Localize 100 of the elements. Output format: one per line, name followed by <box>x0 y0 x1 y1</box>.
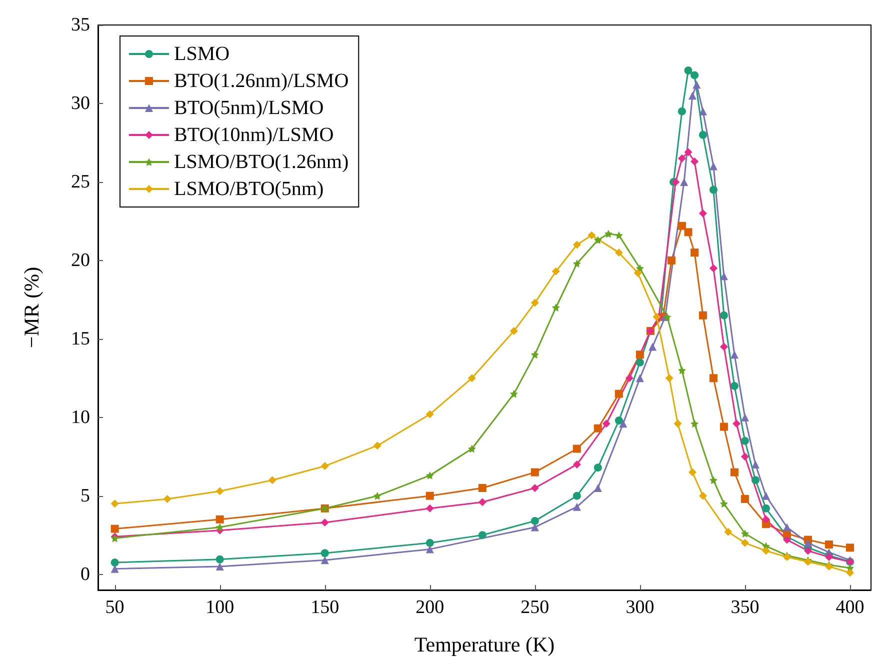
point <box>530 523 539 532</box>
x-tick-label: 400 <box>836 597 864 618</box>
point <box>684 228 692 236</box>
x-tick-label: 250 <box>520 597 550 618</box>
point <box>320 549 329 558</box>
x-tick-label: 50 <box>105 597 124 618</box>
legend-label: LSMO/BTO(5nm) <box>174 178 324 200</box>
point <box>824 540 833 548</box>
point <box>320 556 329 564</box>
point <box>709 264 718 272</box>
point <box>614 231 623 240</box>
point <box>530 484 539 492</box>
point <box>426 545 434 554</box>
point <box>690 248 699 257</box>
point <box>426 410 434 418</box>
point <box>740 452 749 461</box>
point <box>732 420 741 428</box>
point <box>751 476 760 484</box>
y-tick-label: 10 <box>71 406 90 428</box>
point <box>588 231 596 240</box>
point <box>163 494 172 503</box>
point <box>698 107 707 116</box>
point <box>216 562 224 570</box>
point <box>730 468 738 476</box>
point <box>674 420 682 428</box>
legend-label: BTO(1.26nm)/LSMO <box>174 70 349 92</box>
point <box>709 374 718 382</box>
point <box>594 424 602 432</box>
point <box>684 66 692 75</box>
y-axis-title: −MR (%) <box>20 266 44 348</box>
point <box>762 504 770 512</box>
point <box>751 460 760 468</box>
point <box>762 492 770 500</box>
point <box>709 186 718 194</box>
point <box>426 538 434 547</box>
point <box>680 178 688 186</box>
point <box>720 342 728 351</box>
point <box>720 311 728 320</box>
point <box>373 492 382 500</box>
point <box>698 492 707 500</box>
point <box>594 484 602 492</box>
point <box>619 420 628 428</box>
point <box>614 390 623 398</box>
point <box>110 558 119 567</box>
point <box>709 476 718 484</box>
point <box>530 298 539 307</box>
point <box>572 492 581 500</box>
point <box>636 358 644 366</box>
point <box>678 222 686 230</box>
y-tick-label: 20 <box>71 250 90 271</box>
point <box>648 342 657 351</box>
point <box>614 416 623 424</box>
point <box>678 107 686 116</box>
legend-label: LSMO <box>174 43 230 65</box>
point <box>698 311 707 320</box>
point <box>740 413 749 422</box>
point <box>762 546 770 555</box>
point <box>468 374 476 382</box>
point <box>804 538 812 547</box>
point <box>604 230 612 238</box>
point <box>572 260 581 268</box>
point <box>762 515 770 524</box>
point <box>740 436 749 445</box>
point <box>426 492 434 500</box>
point <box>373 442 382 450</box>
point <box>667 256 676 264</box>
point <box>730 350 738 359</box>
legend-label: LSMO/BTO(1.26nm) <box>174 151 349 173</box>
point <box>216 487 224 496</box>
y-tick-label: 0 <box>80 564 90 585</box>
point <box>740 494 749 503</box>
point <box>625 374 634 382</box>
y-tick-label: 35 <box>71 14 90 36</box>
point <box>216 555 224 564</box>
point <box>782 536 791 544</box>
point <box>530 350 539 359</box>
legend-label: BTO(10nm)/LSMO <box>174 124 334 146</box>
point <box>634 268 642 277</box>
point <box>720 272 728 280</box>
point <box>846 568 854 577</box>
y-tick-label: 5 <box>80 485 90 506</box>
point <box>320 462 329 470</box>
point <box>678 154 686 162</box>
point <box>572 240 581 249</box>
point <box>510 390 518 398</box>
point <box>572 460 581 468</box>
point <box>678 366 686 374</box>
point <box>530 516 539 525</box>
point <box>268 476 276 484</box>
point <box>636 374 644 382</box>
x-tick-label: 350 <box>730 597 760 618</box>
point <box>740 538 749 547</box>
point <box>688 92 696 100</box>
point <box>782 523 791 532</box>
point <box>698 130 707 139</box>
y-tick-label: 15 <box>71 328 90 350</box>
point <box>216 515 224 524</box>
point <box>690 158 699 166</box>
point <box>684 148 692 156</box>
point <box>720 422 728 431</box>
